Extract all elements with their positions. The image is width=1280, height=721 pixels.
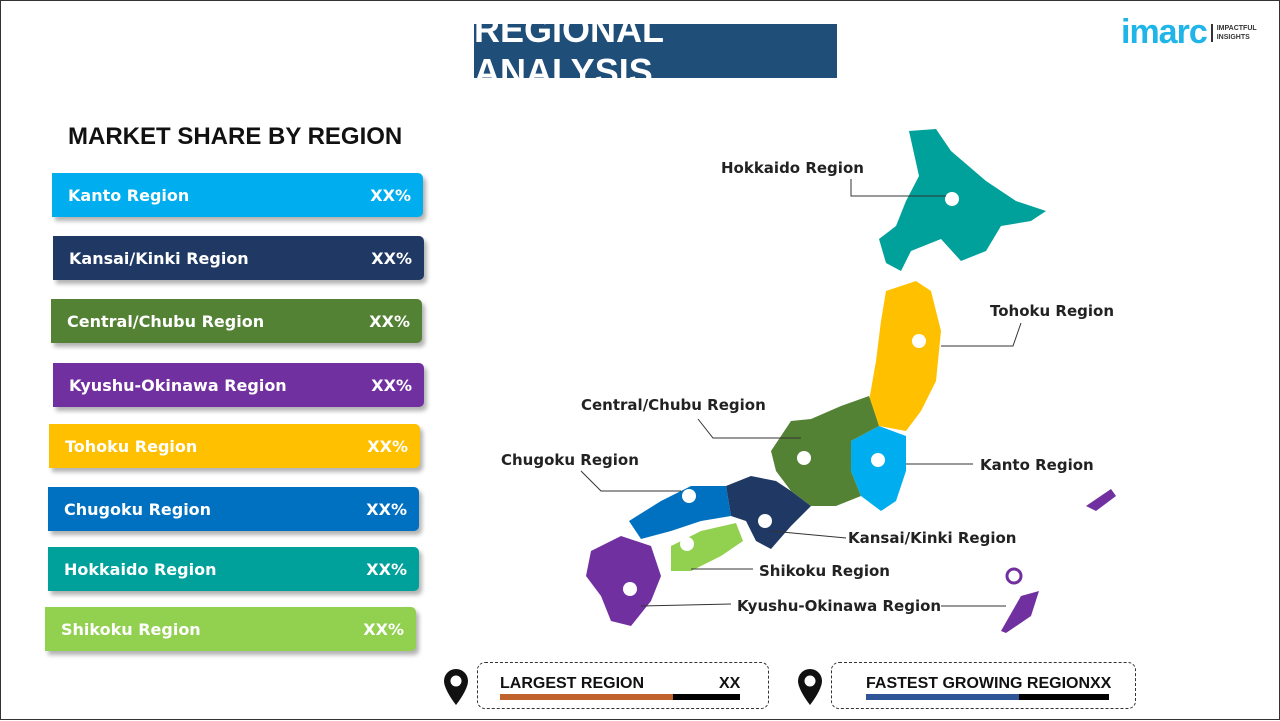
market-share-title: MARKET SHARE BY REGION bbox=[68, 123, 403, 150]
region-share-bar: Kansai/Kinki Region XX% bbox=[53, 236, 424, 280]
region-share-value: XX% bbox=[363, 619, 404, 639]
fastest-growing-region-box: FASTEST GROWING REGION XX bbox=[831, 662, 1136, 709]
label-shikoku: Shikoku Region bbox=[759, 562, 890, 580]
region-name: Tohoku Region bbox=[65, 436, 198, 456]
fastest-growing-region-bar bbox=[866, 694, 1109, 700]
region-share-value: XX% bbox=[371, 375, 412, 395]
region-name: Kyushu-Okinawa Region bbox=[69, 375, 287, 395]
imarc-logo: imarc IMPACTFUL INSIGHTS bbox=[1121, 13, 1261, 52]
label-kyushu: Kyushu-Okinawa Region bbox=[737, 597, 941, 615]
label-kanto: Kanto Region bbox=[980, 456, 1094, 474]
label-hokkaido: Hokkaido Region bbox=[721, 159, 864, 177]
kanto-shape bbox=[851, 426, 906, 511]
region-share-bar: Chugoku Region XX% bbox=[48, 487, 419, 531]
region-name: Central/Chubu Region bbox=[67, 311, 265, 331]
central-shape bbox=[771, 396, 879, 506]
region-share-bar: Shikoku Region XX% bbox=[45, 607, 416, 651]
label-tohoku: Tohoku Region bbox=[990, 302, 1114, 320]
label-chugoku: Chugoku Region bbox=[501, 451, 639, 469]
location-pin-icon bbox=[444, 669, 468, 705]
region-share-value: XX% bbox=[367, 436, 408, 456]
leader-lines bbox=[580, 179, 1022, 607]
region-name: Hokkaido Region bbox=[64, 559, 217, 579]
label-central: Central/Chubu Region bbox=[581, 396, 766, 414]
region-share-value: XX% bbox=[366, 559, 407, 579]
logo-tagline: IMPACTFUL INSIGHTS bbox=[1210, 23, 1261, 42]
largest-region-box: LARGEST REGION XX bbox=[477, 662, 769, 709]
largest-region-bar bbox=[500, 694, 740, 700]
region-share-bar: Central/Chubu Region XX% bbox=[51, 299, 422, 343]
tohoku-shape bbox=[869, 281, 941, 431]
location-pin-icons bbox=[623, 192, 959, 596]
fastest-growing-region-label: FASTEST GROWING REGION bbox=[866, 675, 1091, 692]
region-name: Kanto Region bbox=[68, 185, 190, 205]
kansai-shape bbox=[726, 476, 811, 549]
largest-region-value: XX bbox=[719, 675, 741, 692]
region-share-bar: Kanto Region XX% bbox=[52, 173, 423, 217]
location-pin-icon bbox=[798, 669, 822, 705]
largest-region-label: LARGEST REGION bbox=[500, 675, 645, 692]
region-share-value: XX% bbox=[371, 248, 412, 268]
region-name: Chugoku Region bbox=[64, 499, 212, 519]
shikoku-shape bbox=[671, 523, 743, 571]
okinawa-pin-icon bbox=[1005, 567, 1023, 585]
region-share-bar: Kyushu-Okinawa Region XX% bbox=[53, 363, 424, 407]
region-name: Kansai/Kinki Region bbox=[69, 248, 249, 268]
region-name: Shikoku Region bbox=[61, 619, 201, 639]
fastest-growing-region-value: XX bbox=[1090, 675, 1112, 692]
region-share-value: XX% bbox=[369, 311, 410, 331]
hokkaido-shape bbox=[879, 129, 1046, 271]
region-share-bar: Tohoku Region XX% bbox=[49, 424, 420, 468]
label-kansai: Kansai/Kinki Region bbox=[848, 529, 1016, 547]
region-share-bar: Hokkaido Region XX% bbox=[48, 547, 419, 591]
region-share-value: XX% bbox=[366, 499, 407, 519]
region-share-value: XX% bbox=[370, 185, 411, 205]
kyushu-shape bbox=[586, 489, 1116, 633]
chugoku-shape bbox=[629, 486, 731, 539]
logo-wordmark: imarc bbox=[1121, 13, 1208, 51]
